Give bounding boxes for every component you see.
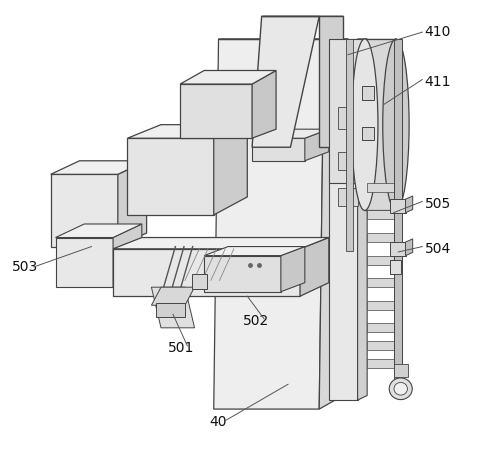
Polygon shape	[113, 249, 300, 296]
Polygon shape	[338, 106, 357, 129]
Polygon shape	[318, 16, 343, 147]
Polygon shape	[362, 127, 374, 140]
Polygon shape	[300, 238, 328, 296]
Text: 505: 505	[424, 197, 450, 211]
Text: 411: 411	[424, 75, 450, 89]
Polygon shape	[252, 70, 275, 138]
Polygon shape	[364, 39, 395, 210]
Polygon shape	[156, 303, 184, 317]
Polygon shape	[366, 341, 393, 351]
Polygon shape	[213, 125, 247, 215]
Ellipse shape	[388, 378, 411, 399]
Text: 504: 504	[424, 242, 450, 256]
Polygon shape	[366, 359, 393, 368]
Polygon shape	[366, 210, 393, 219]
Polygon shape	[393, 39, 401, 396]
Polygon shape	[252, 138, 304, 161]
Polygon shape	[366, 255, 393, 265]
Polygon shape	[389, 260, 400, 274]
Polygon shape	[366, 323, 393, 332]
Ellipse shape	[382, 39, 408, 210]
Polygon shape	[213, 39, 323, 409]
Polygon shape	[180, 84, 252, 138]
Polygon shape	[366, 278, 393, 287]
Text: 410: 410	[424, 25, 450, 39]
Polygon shape	[113, 224, 141, 287]
Polygon shape	[328, 39, 362, 183]
Polygon shape	[151, 287, 194, 328]
Polygon shape	[338, 152, 357, 170]
Polygon shape	[304, 129, 328, 161]
Polygon shape	[338, 188, 357, 206]
Polygon shape	[252, 129, 328, 138]
Text: 40: 40	[209, 414, 226, 429]
Polygon shape	[328, 39, 357, 400]
Polygon shape	[389, 242, 405, 255]
Ellipse shape	[393, 383, 407, 395]
Polygon shape	[405, 196, 412, 213]
Polygon shape	[204, 255, 280, 292]
Polygon shape	[357, 39, 366, 400]
Polygon shape	[55, 224, 141, 238]
Polygon shape	[389, 199, 405, 213]
Polygon shape	[51, 174, 118, 247]
Polygon shape	[192, 274, 206, 289]
Polygon shape	[280, 247, 304, 292]
Polygon shape	[393, 364, 407, 377]
Polygon shape	[55, 238, 113, 287]
Polygon shape	[345, 39, 352, 251]
Polygon shape	[318, 39, 347, 409]
Polygon shape	[113, 238, 328, 249]
Polygon shape	[118, 161, 146, 247]
Polygon shape	[51, 161, 146, 174]
Polygon shape	[366, 183, 393, 192]
Polygon shape	[405, 239, 412, 255]
Polygon shape	[366, 233, 393, 242]
Polygon shape	[252, 16, 318, 147]
Polygon shape	[151, 287, 194, 305]
Polygon shape	[362, 86, 374, 100]
Polygon shape	[204, 247, 304, 255]
Text: 503: 503	[12, 260, 39, 274]
Polygon shape	[127, 125, 247, 138]
Text: 501: 501	[168, 341, 194, 355]
Ellipse shape	[351, 39, 377, 210]
Text: 502: 502	[242, 314, 268, 328]
Polygon shape	[127, 138, 213, 215]
Polygon shape	[180, 70, 275, 84]
Polygon shape	[366, 301, 393, 310]
